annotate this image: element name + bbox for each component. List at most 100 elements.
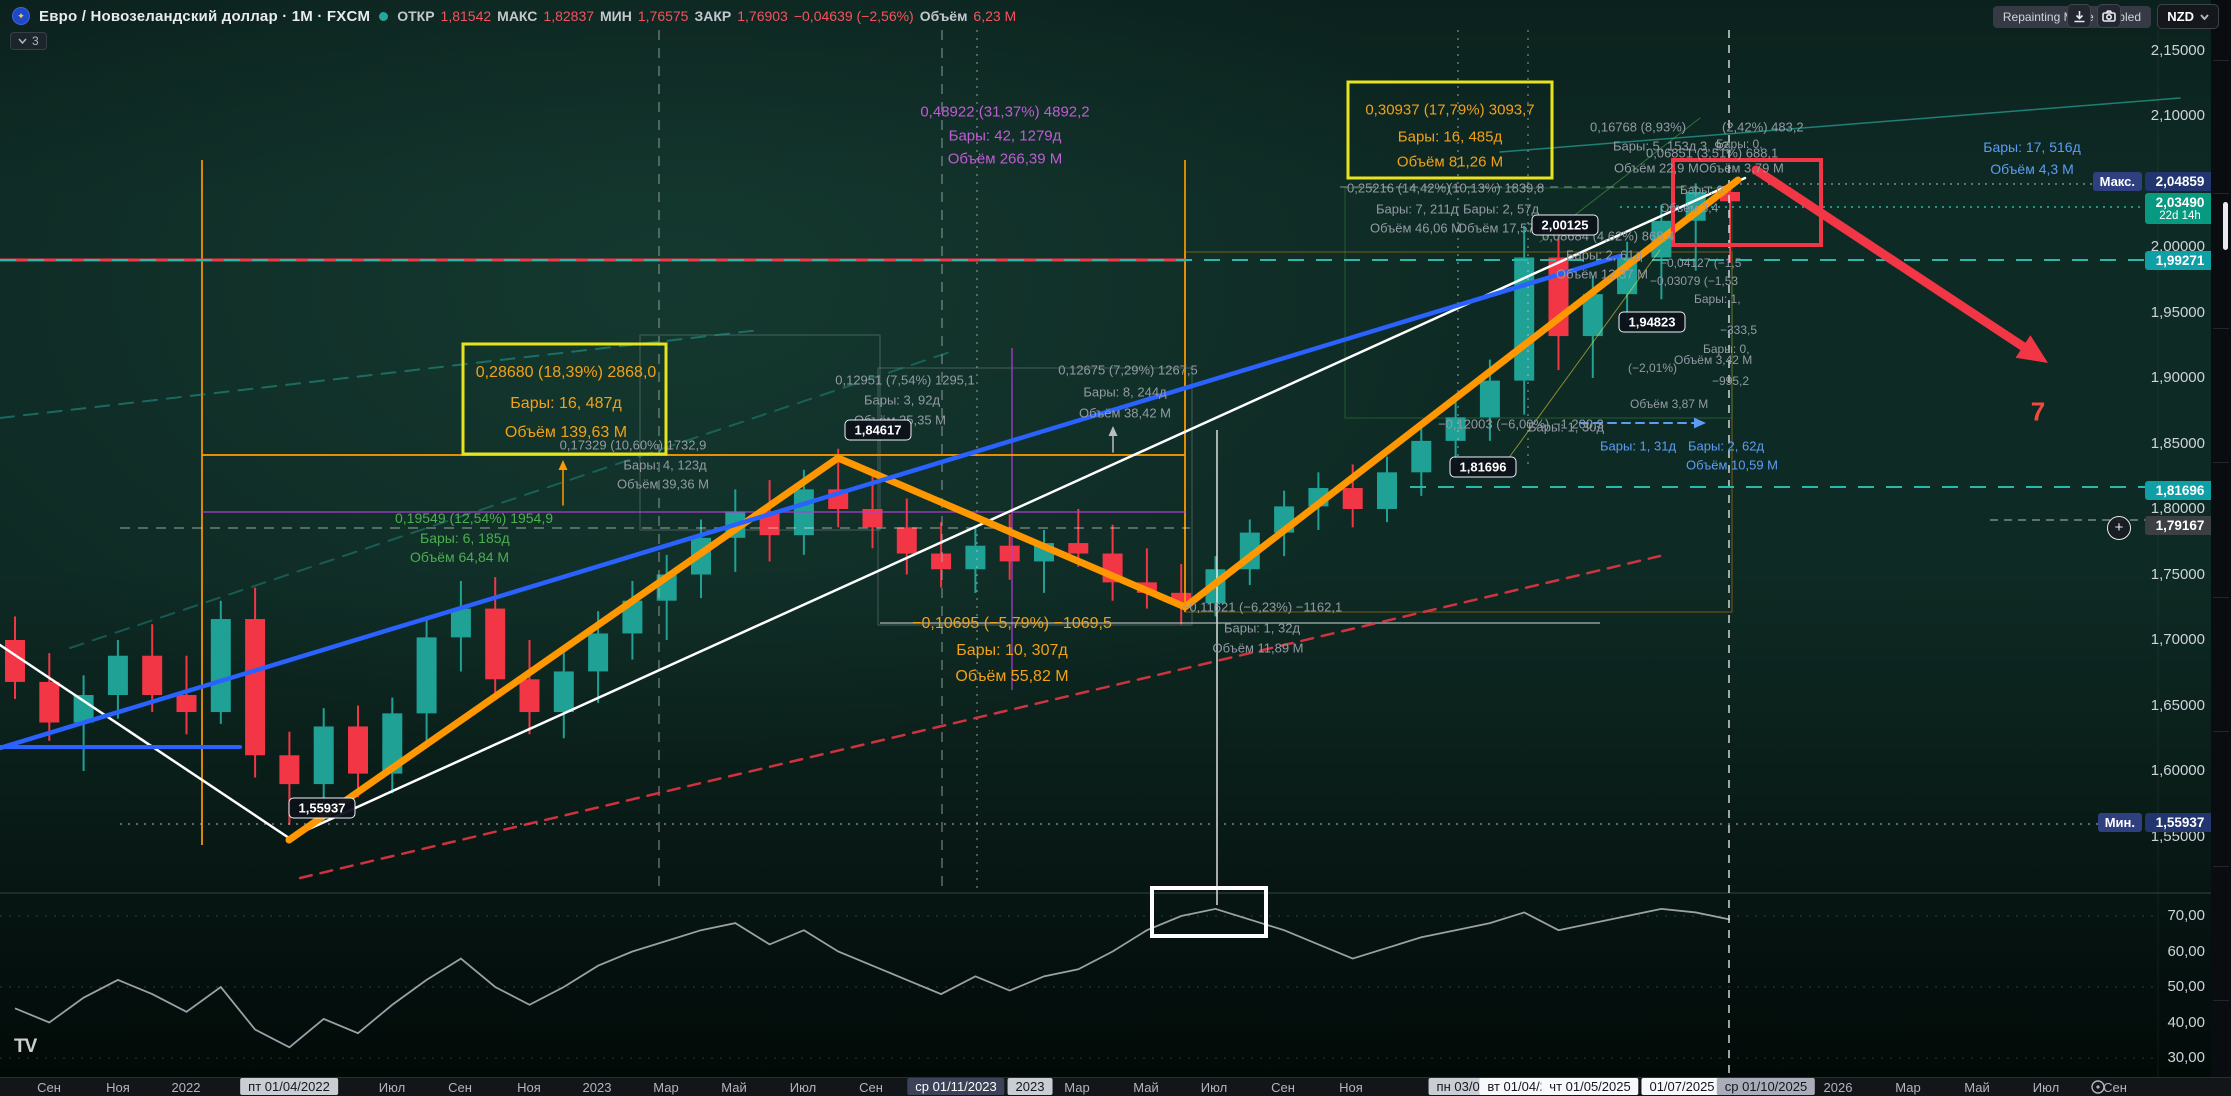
change-value: −0,04639 (−2,56%) xyxy=(793,8,914,24)
rsi-tick: 40,00 xyxy=(2167,1013,2205,1031)
price-tick: 2,10000 xyxy=(2150,107,2205,124)
price-tick: 1,85000 xyxy=(2150,434,2205,452)
ohlc-label: МИН xyxy=(600,8,632,24)
camera-icon xyxy=(2102,10,2116,22)
download-button[interactable] xyxy=(2067,4,2091,28)
rsi-tick: 70,00 xyxy=(2167,907,2205,924)
price-badge-value: 2,03490 22d 14h xyxy=(2145,193,2215,225)
time-label: Сен xyxy=(859,1080,883,1095)
hidden-indicators-count: 3 xyxy=(32,34,39,48)
price-tick: 1,60000 xyxy=(2150,762,2205,779)
time-axis-date-badge: 2023 xyxy=(1007,1078,1053,1095)
ohlc-values: ОТКР 1,81542 МАКС 1,82837 МИН 1,76575 ЗАКР 1,76… xyxy=(397,8,1016,24)
tradingview-logo[interactable]: TV xyxy=(14,1036,37,1057)
time-label: Май xyxy=(721,1080,747,1095)
rsi-tick: 30,00 xyxy=(2167,1049,2205,1066)
ohlc-value: 1,81542 xyxy=(440,8,492,24)
currency-label: NZD xyxy=(2167,9,2194,24)
volume-value: 6,23 М xyxy=(973,8,1017,24)
strip-separator xyxy=(2213,462,2229,463)
chevron-down-icon xyxy=(2200,13,2209,20)
time-label: Сен xyxy=(1271,1080,1295,1095)
price-axis-badge: Макс. 2,04859 xyxy=(2092,172,2215,192)
time-label: Ноя xyxy=(1339,1080,1363,1095)
price-tick: 1,70000 xyxy=(2150,631,2205,648)
strip-separator xyxy=(2213,60,2229,61)
time-label: 2026 xyxy=(1823,1080,1853,1095)
add-alert-plus-icon[interactable]: + xyxy=(2107,515,2131,540)
strip-separator xyxy=(2213,1000,2229,1001)
time-label: 2023 xyxy=(582,1080,612,1095)
time-axis[interactable]: Сен Ноя 2022 Июл Сен Ноя 2023 Мар Май Июл Сен Мар Ма… xyxy=(0,1077,2231,1096)
price-tick: 2,15000 xyxy=(2150,41,2205,59)
target-icon[interactable] xyxy=(2090,1079,2106,1096)
market-status-icon xyxy=(379,11,389,21)
strip-separator xyxy=(2213,193,2229,194)
time-label: Июл xyxy=(2032,1080,2060,1095)
time-label: Сен xyxy=(448,1080,472,1095)
price-badge-label: Макс. xyxy=(2092,172,2142,192)
rsi-tick: 60,00 xyxy=(2167,942,2205,960)
time-label: Мар xyxy=(653,1080,679,1095)
time-axis-date-badge: ср 01/10/2025 xyxy=(1716,1078,1816,1095)
user-drawings[interactable] xyxy=(0,30,2181,1077)
price-tick: 1,90000 xyxy=(2150,369,2205,386)
scrollbar-thumb[interactable] xyxy=(2223,202,2228,250)
price-badge-value: 1,81696 xyxy=(2145,480,2215,500)
time-label: Июл xyxy=(1200,1080,1228,1095)
price-badge-value: 1,55937 xyxy=(2145,813,2215,833)
strip-separator xyxy=(2213,597,2229,598)
price-tick: 1,95000 xyxy=(2150,303,2205,321)
time-label: Май xyxy=(1964,1080,1990,1095)
price-tick: 1,65000 xyxy=(2150,696,2205,714)
price-axis-badge: 1,81696 xyxy=(2145,480,2215,500)
currency-dropdown[interactable]: NZD xyxy=(2157,4,2219,29)
download-icon xyxy=(2074,10,2084,22)
ohlc-label: МАКС xyxy=(497,8,538,24)
background-drawings xyxy=(0,30,2231,1077)
symbol-title[interactable]: Евро / Новозеландский доллар · 1M · FXCM xyxy=(39,7,371,25)
candles-series xyxy=(5,183,1740,825)
ohlc-value: 1,76575 xyxy=(637,8,689,24)
price-badge-value: 2,04859 xyxy=(2145,172,2215,192)
price-badge-countdown: 22d 14h xyxy=(2159,210,2201,223)
price-badge-value: 1,79167 xyxy=(2145,515,2215,535)
time-axis-date-badge: чт 01/05/2025 xyxy=(1541,1078,1639,1095)
price-tick: 1,80000 xyxy=(2150,500,2205,517)
price-tick: 1,75000 xyxy=(2150,565,2205,583)
ohlc-value: 1,82837 xyxy=(543,8,595,24)
time-label: Сен xyxy=(37,1080,61,1095)
time-label: Ноя xyxy=(517,1080,541,1095)
ohlc-label: ОТКР xyxy=(397,8,435,24)
ohlc-value: 1,76903 xyxy=(737,8,788,24)
rsi-pane xyxy=(0,907,2160,1059)
price-axis-badge: Мин. 1,55937 xyxy=(2097,813,2215,833)
right-toolbar-strip xyxy=(2211,0,2231,1096)
price-axis-badge: 2,03490 22d 14h xyxy=(2145,193,2215,225)
time-label: Сен xyxy=(2103,1080,2127,1095)
camera-button[interactable] xyxy=(2097,4,2121,28)
strip-separator xyxy=(2213,731,2229,732)
time-label: Мар xyxy=(1895,1080,1921,1095)
time-label: 2022 xyxy=(171,1080,201,1095)
price-axis-badge: 1,79167 xyxy=(2145,515,2215,535)
price-axis-badge: 1,99271 xyxy=(2145,250,2215,270)
time-label: Июл xyxy=(378,1080,406,1095)
eur-flag-icon: ✦ xyxy=(12,7,30,25)
rsi-tick: 50,00 xyxy=(2167,978,2205,995)
price-badge-value: 1,99271 xyxy=(2145,250,2215,270)
time-label: Июл xyxy=(789,1080,817,1095)
time-label: Мар xyxy=(1064,1080,1090,1095)
price-badge-label: Мин. xyxy=(2097,813,2142,833)
time-label: Ноя xyxy=(106,1080,130,1095)
time-axis-date-badge: 01/07/2025 xyxy=(1641,1078,1723,1095)
strip-separator xyxy=(2213,866,2229,867)
indicators-collapse-pill[interactable]: 3 xyxy=(10,32,47,50)
symbol-legend[interactable]: ✦ Евро / Новозеландский доллар · 1M · FX… xyxy=(12,5,1016,27)
time-axis-date-badge: ср 01/11/2023 xyxy=(907,1078,1005,1095)
strip-separator xyxy=(2213,328,2229,329)
ohlc-label: ЗАКР xyxy=(694,8,732,24)
time-axis-date-badge: пт 01/04/2022 xyxy=(240,1078,338,1095)
